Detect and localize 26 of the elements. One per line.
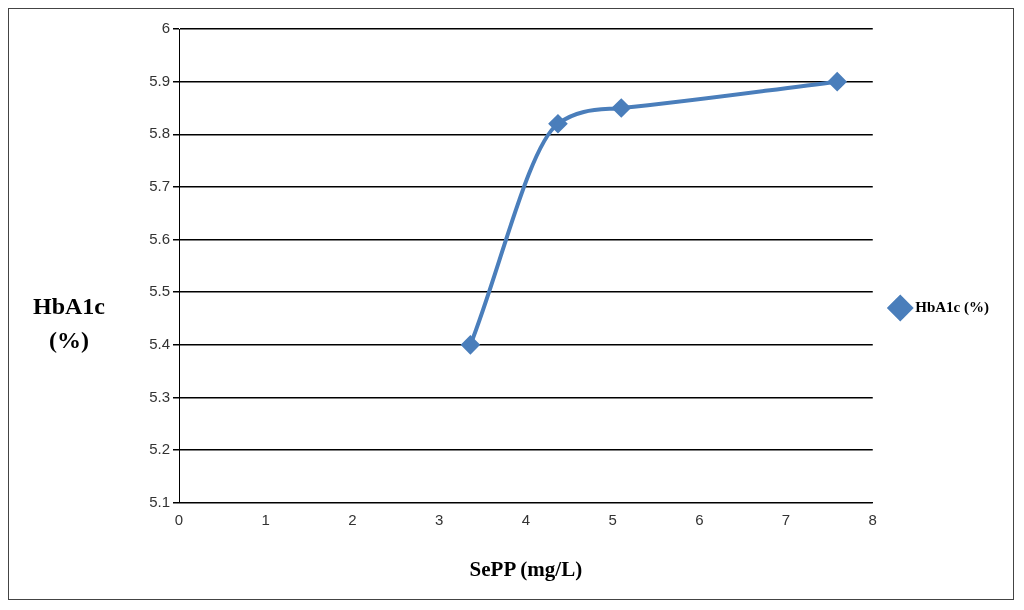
y-tick-label: 5.4 — [149, 335, 170, 353]
y-tick-label: 6 — [161, 19, 170, 37]
x-tick-label: 4 — [521, 510, 531, 528]
y-tick-label: 5.8 — [149, 124, 170, 142]
x-tick-label: 8 — [868, 510, 877, 528]
y-tick-label: 5.5 — [149, 282, 170, 300]
x-tick-label: 2 — [348, 510, 357, 528]
x-axis-title: SePP (mg/L) — [469, 556, 583, 581]
x-tick-label: 7 — [781, 510, 791, 528]
y-tick-label: 5.3 — [149, 387, 170, 405]
legend-label: HbA1c (%) — [915, 298, 990, 316]
point — [461, 335, 480, 354]
x-tick-label: 3 — [434, 510, 444, 528]
y-tick-label: 5.7 — [149, 177, 170, 195]
y-tick-label: 5.2 — [149, 440, 170, 458]
x-tick-label: 0 — [174, 510, 184, 528]
point — [828, 72, 847, 91]
y-tick-label: 5.9 — [149, 71, 170, 89]
point — [612, 98, 631, 117]
y-axis-title: HbA1c (%) — [32, 292, 106, 355]
y-tick-label: 5.6 — [149, 229, 170, 247]
x-tick-label: 6 — [695, 510, 704, 528]
point — [548, 114, 567, 133]
y-tick-label: 5.1 — [149, 492, 170, 510]
x-tick-label: 1 — [261, 510, 270, 528]
x-tick-label: 5 — [608, 510, 617, 528]
